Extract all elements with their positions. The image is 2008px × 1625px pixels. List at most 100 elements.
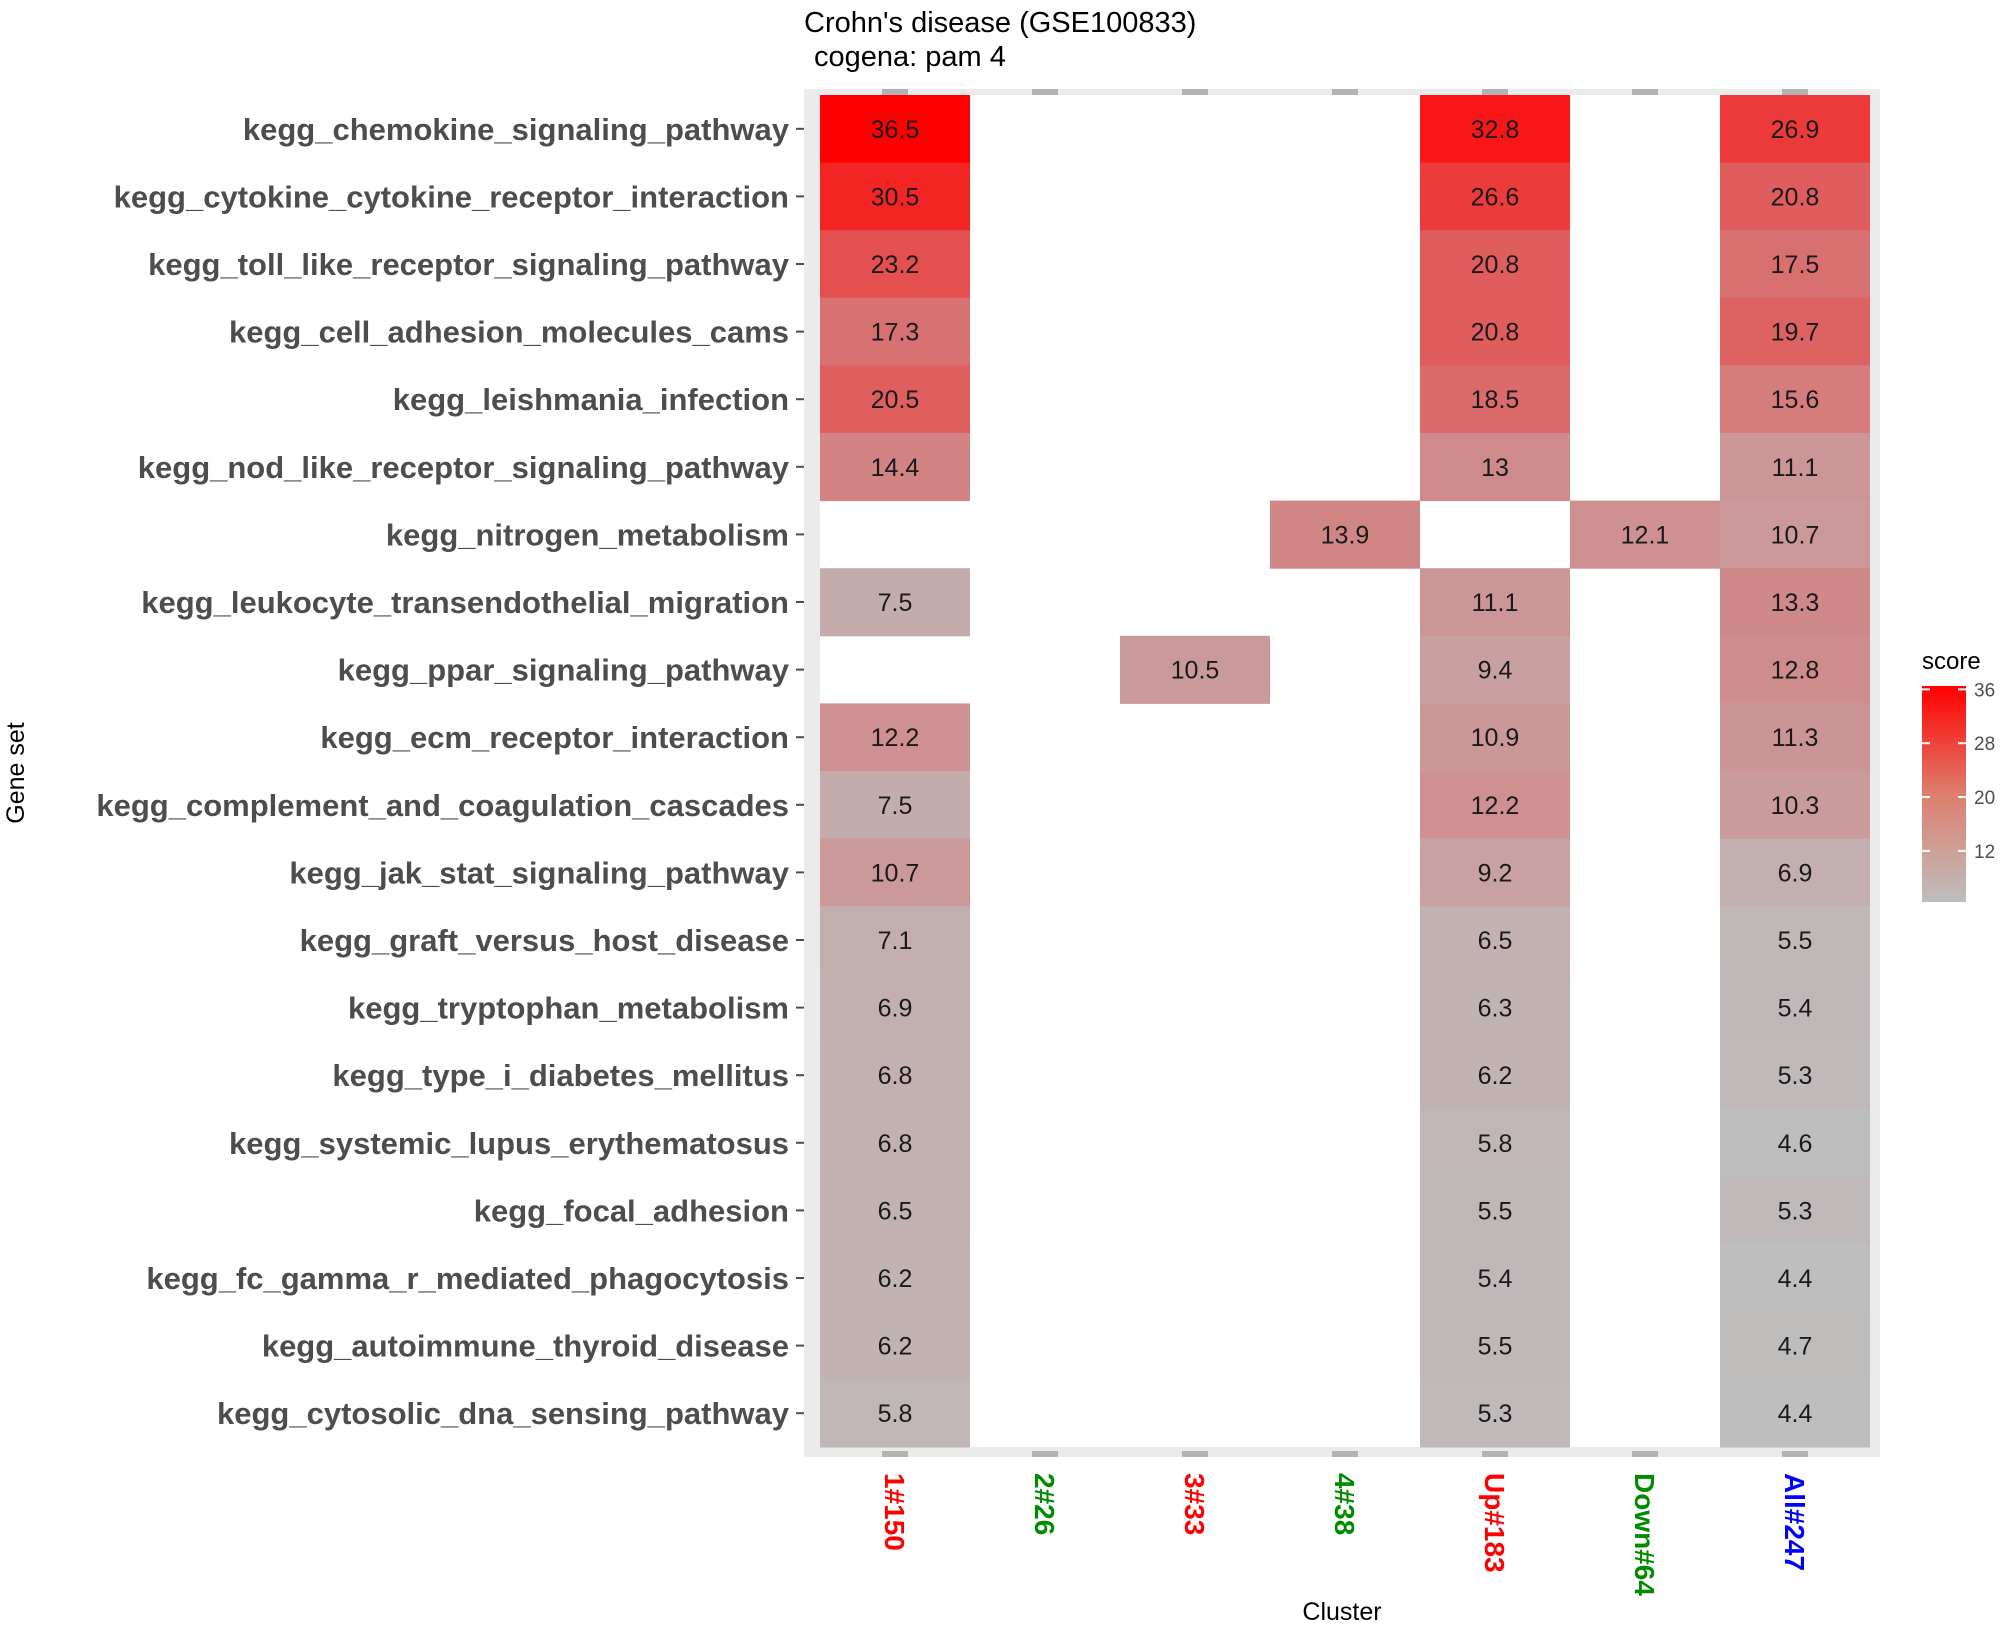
- cell-value: 10.7: [871, 859, 920, 887]
- chart-title: Crohn's disease (GSE100833): [804, 7, 1196, 39]
- heatmap-cell: [1720, 1041, 1870, 1110]
- column-tick-top: [1632, 89, 1658, 95]
- heatmap-cell: [820, 1041, 970, 1110]
- cell-value: 6.2: [878, 1333, 913, 1361]
- column-label: 3#33: [1179, 1473, 1210, 1535]
- heatmap-cell: [1720, 1244, 1870, 1313]
- heatmap-cell: [1420, 162, 1570, 231]
- heatmap-cell: [1720, 568, 1870, 637]
- heatmap-cell: [1420, 838, 1570, 907]
- legend-colorbar: [1922, 686, 1966, 902]
- cell-value: 7.5: [878, 589, 913, 617]
- cell-value: 4.4: [1778, 1400, 1813, 1428]
- cell-value: 5.5: [1778, 927, 1813, 955]
- cell-value: 26.9: [1771, 116, 1820, 144]
- heatmap-cell: [820, 703, 970, 772]
- cell-value: 4.7: [1778, 1333, 1813, 1361]
- heatmap-cell: [820, 771, 970, 840]
- row-label: kegg_type_i_diabetes_mellitus: [332, 1058, 789, 1093]
- heatmap-cell: [1420, 1311, 1570, 1380]
- cell-value: 5.8: [878, 1400, 913, 1428]
- cell-value: 20.8: [1771, 183, 1820, 211]
- heatmap-cell: [820, 162, 970, 231]
- cell-value: 23.2: [871, 251, 920, 279]
- row-label: kegg_focal_adhesion: [474, 1193, 789, 1228]
- heatmap-cells: 36.5 32.8 26.9 30.5 26.6 20.8 23.2 20.8 17.5 17.3…: [820, 89, 1870, 1457]
- heatmap-cell: [820, 433, 970, 502]
- heatmap-cell: [1420, 230, 1570, 299]
- cell-value: 10.9: [1471, 724, 1520, 752]
- row-label: kegg_ppar_signaling_pathway: [338, 653, 790, 688]
- cell-value: 6.8: [878, 1062, 913, 1090]
- heatmap-cell: [1720, 1311, 1870, 1380]
- column-tick-bottom: [1632, 1451, 1658, 1457]
- cell-value: 12.2: [1471, 792, 1520, 820]
- heatmap-cell: [820, 95, 970, 164]
- cell-value: 6.2: [878, 1265, 913, 1293]
- cell-value: 5.3: [1778, 1062, 1813, 1090]
- heatmap-cell: [1570, 500, 1720, 569]
- row-label: kegg_cell_adhesion_molecules_cams: [229, 315, 789, 350]
- cell-value: 19.7: [1771, 319, 1820, 347]
- heatmap-cell: [1420, 1244, 1570, 1313]
- cell-value: 4.6: [1778, 1130, 1813, 1158]
- column-tick-bottom: [1782, 1451, 1808, 1457]
- heatmap-cell: [1420, 1109, 1570, 1178]
- column-tick-top: [1182, 89, 1208, 95]
- row-label: kegg_leukocyte_transendothelial_migratio…: [141, 585, 789, 620]
- heatmap-cell: [820, 1311, 970, 1380]
- heatmap-cell: [1720, 297, 1870, 366]
- cell-value: 30.5: [871, 183, 920, 211]
- row-label: kegg_leishmania_infection: [393, 382, 789, 417]
- cell-value: 11.3: [1772, 724, 1819, 752]
- cell-value: 13.3: [1771, 589, 1820, 617]
- cell-value: 5.4: [1478, 1265, 1513, 1293]
- cell-value: 17.5: [1771, 251, 1820, 279]
- cell-value: 17.3: [871, 319, 920, 347]
- cell-value: 7.5: [878, 792, 913, 820]
- heatmap-cell: [1720, 906, 1870, 975]
- column-label: 4#38: [1329, 1473, 1360, 1535]
- cell-value: 6.8: [878, 1130, 913, 1158]
- heatmap-cell: [1720, 1176, 1870, 1245]
- row-label: kegg_complement_and_coagulation_cascades: [96, 788, 789, 823]
- legend-tick-label: 12: [1974, 842, 1995, 863]
- row-label: kegg_ecm_receptor_interaction: [320, 720, 789, 755]
- cell-value: 6.5: [878, 1197, 913, 1225]
- cell-value: 20.8: [1471, 251, 1520, 279]
- heatmap-cell: [1720, 703, 1870, 772]
- heatmap-cell: [1720, 95, 1870, 164]
- legend-tick-label: 28: [1974, 734, 1995, 755]
- heatmap-cell: [1720, 635, 1870, 704]
- cell-value: 20.5: [871, 386, 920, 414]
- row-label: kegg_fc_gamma_r_mediated_phagocytosis: [146, 1261, 789, 1296]
- cell-value: 5.5: [1478, 1333, 1513, 1361]
- heatmap-cell: [820, 1176, 970, 1245]
- cell-value: 9.4: [1478, 657, 1513, 685]
- row-label: kegg_graft_versus_host_disease: [300, 923, 789, 958]
- heatmap-cell: [820, 1379, 970, 1448]
- column-tick-top: [1032, 89, 1058, 95]
- heatmap-cell: [1720, 1379, 1870, 1448]
- heatmap-cell: [1420, 95, 1570, 164]
- heatmap-cell: [1720, 365, 1870, 434]
- score-legend: score 12 20 28 36: [1922, 648, 1995, 902]
- row-label: kegg_tryptophan_metabolism: [348, 991, 789, 1026]
- heatmap-cell: [820, 973, 970, 1042]
- row-labels: kegg_chemokine_signaling_pathway kegg_cyt…: [96, 112, 804, 1431]
- cell-value: 36.5: [871, 116, 920, 144]
- row-label: kegg_cytosolic_dna_sensing_pathway: [217, 1396, 790, 1431]
- heatmap-cell: [1420, 297, 1570, 366]
- cell-value: 5.4: [1778, 995, 1813, 1023]
- cell-value: 5.5: [1478, 1197, 1513, 1225]
- cell-value: 15.6: [1771, 386, 1820, 414]
- cell-value: 6.3: [1478, 995, 1513, 1023]
- cell-value: 12.8: [1771, 657, 1820, 685]
- cell-value: 11.1: [1472, 589, 1519, 617]
- x-axis-title: Cluster: [1302, 1598, 1381, 1625]
- column-tick-top: [1782, 89, 1808, 95]
- heatmap-cell: [820, 1244, 970, 1313]
- column-tick-bottom: [1482, 1451, 1508, 1457]
- column-label: All#247: [1779, 1473, 1810, 1571]
